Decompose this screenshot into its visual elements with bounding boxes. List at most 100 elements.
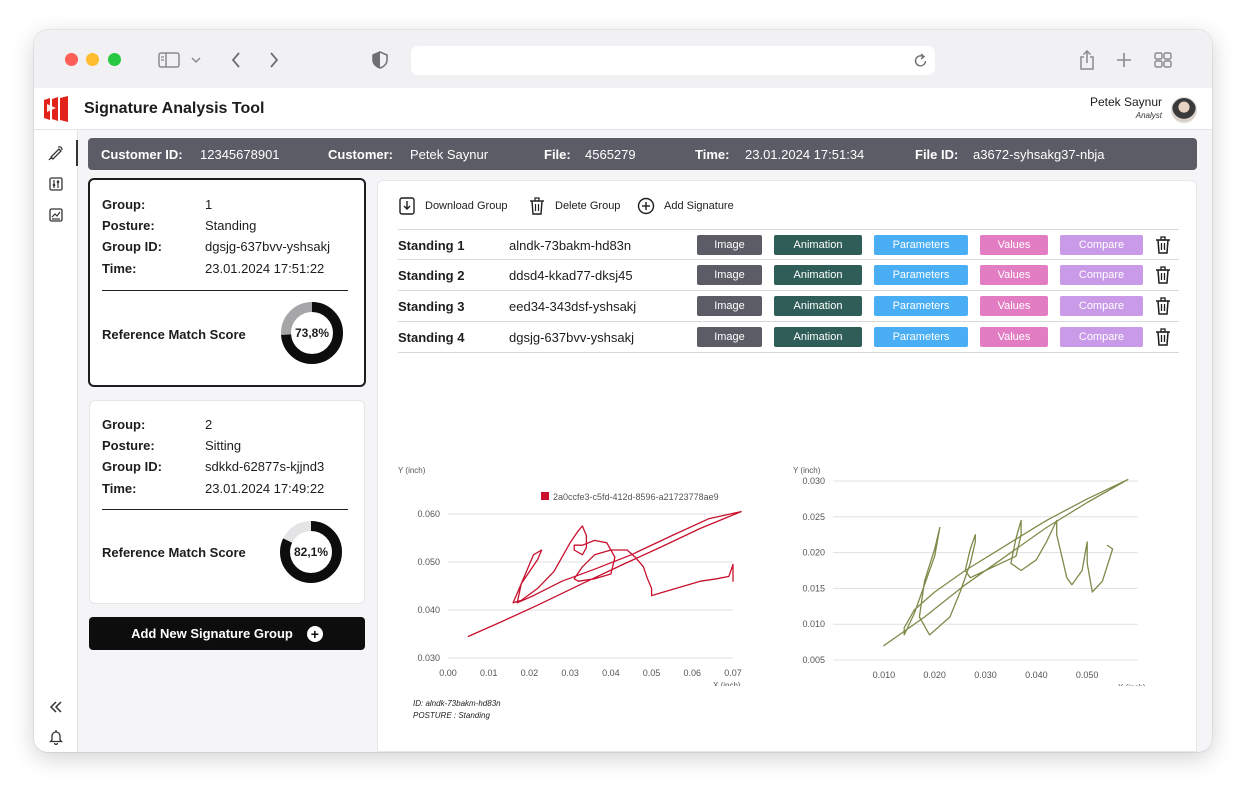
group-label: Group:: [102, 197, 146, 212]
y-tick-label: 0.010: [802, 619, 825, 629]
posture-label: Posture:: [102, 218, 155, 233]
x-tick-label: 0.00: [439, 668, 457, 678]
forward-icon[interactable]: [268, 51, 280, 69]
new-tab-icon[interactable]: [1116, 52, 1132, 68]
group-id-label: Group ID:: [102, 459, 162, 474]
address-bar[interactable]: [411, 46, 935, 75]
add-signature-button[interactable]: Add Signature: [637, 197, 734, 215]
y-tick-label: 0.005: [802, 655, 825, 665]
customer-id-value: 12345678901: [200, 147, 280, 162]
browser-toolbar: [34, 30, 1212, 88]
animation-button[interactable]: Animation: [774, 235, 862, 255]
delete-signature-icon[interactable]: [1155, 236, 1171, 254]
group-card-selected[interactable]: Group: 1 Posture: Standing Group ID: dgs…: [88, 178, 366, 387]
report-icon[interactable]: [47, 206, 65, 224]
add-signature-group-button[interactable]: Add New Signature Group +: [89, 617, 365, 650]
signature-name: Standing 2: [398, 268, 465, 283]
animation-button[interactable]: Animation: [774, 296, 862, 316]
delete-signature-icon[interactable]: [1155, 328, 1171, 346]
share-icon[interactable]: [1078, 50, 1096, 70]
delete-signature-icon[interactable]: [1155, 266, 1171, 284]
parameters-button[interactable]: Parameters: [874, 327, 968, 347]
animation-button[interactable]: Animation: [774, 265, 862, 285]
download-group-button[interactable]: Download Group: [398, 197, 508, 215]
card-divider: [102, 509, 348, 510]
parameters-button[interactable]: Parameters: [874, 265, 968, 285]
compare-button[interactable]: Compare: [1060, 235, 1143, 255]
y-axis-label: Y (inch): [793, 466, 821, 475]
signature-name: Standing 3: [398, 299, 465, 314]
add-group-label: Add New Signature Group: [131, 626, 293, 641]
time-label: Time:: [102, 261, 137, 276]
y-tick-label: 0.020: [802, 548, 825, 558]
image-button[interactable]: Image: [697, 265, 762, 285]
values-button[interactable]: Values: [980, 327, 1048, 347]
signature-row[interactable]: Standing 1 alndk-73bakm-hd83n Image Anim…: [398, 229, 1179, 260]
signature-row[interactable]: Standing 3 eed34-343dsf-yshsakj Image An…: [398, 291, 1179, 322]
group-id-value: dgsjg-637bvv-yshsakj: [205, 239, 331, 254]
score-donut: [280, 521, 342, 583]
compare-button[interactable]: Compare: [1060, 327, 1143, 347]
close-window-button[interactable]: [65, 53, 78, 66]
parameters-button[interactable]: Parameters: [874, 296, 968, 316]
signature-chart-green: 0.005 0.010 0.015 0.020 0.025 0.030 0.010 0.020…: [793, 466, 1146, 686]
sidebar-icon[interactable]: [158, 52, 180, 68]
back-icon[interactable]: [230, 51, 242, 69]
settings-sliders-icon[interactable]: [47, 175, 65, 193]
avatar[interactable]: [1171, 97, 1197, 123]
app-title: Signature Analysis Tool: [84, 100, 265, 117]
reload-icon[interactable]: [914, 53, 928, 68]
signature-pen-icon[interactable]: [47, 144, 65, 162]
signature-id: ddsd4-kkad77-dksj45: [509, 268, 633, 283]
values-button[interactable]: Values: [980, 265, 1048, 285]
y-tick-label: 0.025: [802, 512, 825, 522]
time-label: Time:: [102, 481, 137, 496]
tabs-overview-icon[interactable]: [1154, 52, 1172, 68]
signature-row[interactable]: Standing 2 ddsd4-kkad77-dksj45 Image Ani…: [398, 260, 1179, 291]
x-tick-label: 0.07: [724, 668, 742, 678]
y-axis-label: Y (inch): [398, 466, 426, 475]
signature-row[interactable]: Standing 4 dgsjg-637bvv-yshsakj Image An…: [398, 322, 1179, 353]
compare-button[interactable]: Compare: [1060, 296, 1143, 316]
app-logo: [44, 96, 68, 122]
minimize-window-button[interactable]: [86, 53, 99, 66]
signature-name: Standing 4: [398, 330, 465, 345]
chevron-down-icon[interactable]: [190, 55, 202, 65]
delete-signature-icon[interactable]: [1155, 297, 1171, 315]
image-button[interactable]: Image: [697, 327, 762, 347]
parameters-button[interactable]: Parameters: [874, 235, 968, 255]
group-value: 2: [205, 417, 213, 432]
shield-icon[interactable]: [372, 51, 388, 69]
left-rail: [34, 130, 78, 752]
file-label: File:: [544, 147, 571, 162]
compare-button[interactable]: Compare: [1060, 265, 1143, 285]
trash-icon: [528, 197, 546, 215]
y-tick-label: 0.030: [802, 476, 825, 486]
delete-group-button[interactable]: Delete Group: [528, 197, 620, 215]
values-button[interactable]: Values: [980, 296, 1048, 316]
image-button[interactable]: Image: [697, 296, 762, 316]
x-axis-label: X (inch): [713, 681, 741, 686]
score-donut: [281, 302, 343, 364]
collapse-icon[interactable]: [47, 698, 65, 716]
x-tick-label: 0.05: [643, 668, 661, 678]
download-group-label: Download Group: [425, 200, 508, 212]
group-card[interactable]: Group: 2 Posture: Sitting Group ID: sdkk…: [89, 400, 365, 604]
plus-icon: +: [306, 625, 323, 642]
chart-caption-posture: POSTURE : Standing: [413, 711, 490, 720]
active-indicator: [76, 140, 78, 166]
zoom-window-button[interactable]: [108, 53, 121, 66]
notification-bell-icon[interactable]: [47, 728, 65, 746]
signature-trace: [883, 478, 1129, 647]
signature-panel: Download Group Delete Group Add Signatur…: [377, 180, 1197, 752]
values-button[interactable]: Values: [980, 235, 1048, 255]
group-value: 1: [205, 197, 213, 212]
posture-value: Sitting: [205, 438, 242, 453]
x-tick-label: 0.030: [974, 670, 997, 680]
customer-value: Petek Saynur: [410, 147, 489, 162]
signature-name: Standing 1: [398, 238, 465, 253]
animation-button[interactable]: Animation: [774, 327, 862, 347]
file-info-bar: Customer ID: 12345678901 Customer: Petek…: [88, 138, 1197, 170]
image-button[interactable]: Image: [697, 235, 762, 255]
download-icon: [398, 197, 416, 215]
